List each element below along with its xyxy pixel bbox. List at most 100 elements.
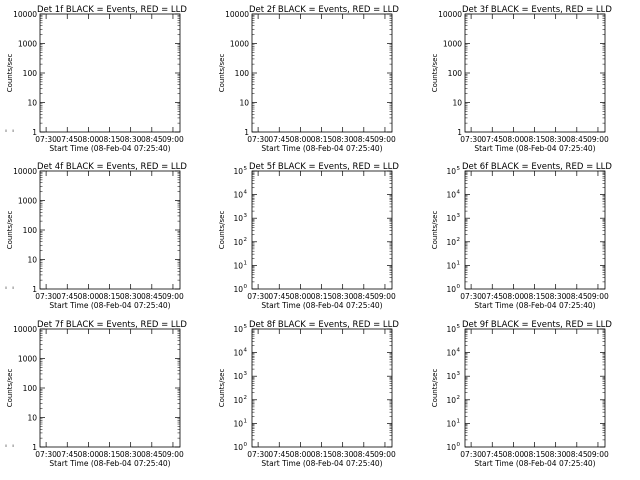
- plot-frame: [464, 328, 606, 448]
- y-tick-label: 100: [448, 69, 463, 78]
- y-tick-label: 1: [244, 128, 249, 137]
- chart-title: Det 1f BLACK = Events, RED = LLD: [37, 5, 187, 15]
- y-tick-exponent: 5: [244, 324, 248, 330]
- x-tick-label: 08:00: [78, 135, 100, 144]
- detector-panel: Det 2f BLACK = Events, RED = LLD 1 10 100 10…: [218, 5, 399, 153]
- y-tick-label: 1: [457, 128, 462, 137]
- y-axis-label: Counts/sec: [218, 54, 226, 93]
- chart-title: Det 4f BLACK = Events, RED = LLD: [37, 162, 187, 172]
- y-tick-exponent: 2: [244, 395, 248, 401]
- x-tick-label: 08:30: [545, 292, 567, 301]
- x-tick-label: 07:45: [56, 135, 78, 144]
- x-tick-label: 08:00: [290, 292, 312, 301]
- x-tick-label: 07:45: [481, 450, 503, 459]
- y-tick-label: 10: [233, 325, 243, 334]
- y-tick-label: 1: [32, 285, 37, 294]
- x-tick-label: 08:15: [311, 292, 333, 301]
- x-tick-label: 09:00: [374, 450, 396, 459]
- y-tick-label: 10: [446, 167, 456, 176]
- y-tick-label: 10: [233, 396, 243, 405]
- y-tick-exponent: 1: [244, 418, 248, 424]
- y-tick-exponent: 3: [457, 213, 461, 219]
- y-tick-exponent: 2: [244, 237, 248, 243]
- y-tick-label: 1: [32, 128, 37, 137]
- y-tick-label: 10: [452, 99, 462, 108]
- y-tick-exponent: 4: [244, 348, 248, 354]
- y-tick-label: 10: [27, 414, 37, 423]
- x-tick-label: 07:45: [268, 292, 290, 301]
- y-tick-label: 10: [446, 372, 456, 381]
- x-tick-label: 07:45: [268, 135, 290, 144]
- y-tick-label: 10: [446, 191, 456, 200]
- y-tick-label: 10000: [13, 10, 37, 19]
- detector-panel: Det 7f BLACK = Events, RED = LLD 1 10 100 10…: [6, 320, 187, 468]
- x-tick-label: 08:15: [311, 450, 333, 459]
- x-tick-label: 07:30: [247, 135, 269, 144]
- y-axis-label: Counts/sec: [431, 54, 439, 93]
- x-tick-label: 07:30: [35, 450, 57, 459]
- x-axis-label: Start Time (08-Feb-04 07:25:40): [261, 459, 382, 468]
- y-tick-exponent: 3: [244, 213, 248, 219]
- x-axis-label: Start Time (08-Feb-04 07:25:40): [49, 301, 170, 310]
- y-tick-exponent: 0: [457, 442, 461, 448]
- x-tick-label: 08:45: [353, 135, 375, 144]
- y-tick-label: 10: [446, 396, 456, 405]
- x-axis-label: Start Time (08-Feb-04 07:25:40): [49, 144, 170, 153]
- x-tick-label: 07:30: [247, 450, 269, 459]
- y-axis-label: Counts/sec: [6, 211, 14, 250]
- x-tick-label: 08:15: [99, 292, 121, 301]
- x-tick-label: 09:00: [587, 135, 609, 144]
- plot-frame: [251, 328, 393, 448]
- y-tick-label: 10: [446, 261, 456, 270]
- chart-title: Det 6f BLACK = Events, RED = LLD: [462, 162, 612, 172]
- x-tick-label: 07:45: [268, 450, 290, 459]
- x-tick-label: 08:45: [141, 135, 163, 144]
- detector-panel: Det 1f BLACK = Events, RED = LLD 1 10 100 10…: [6, 5, 187, 153]
- x-tick-label: 09:00: [587, 292, 609, 301]
- x-axis-label: Start Time (08-Feb-04 07:25:40): [474, 144, 595, 153]
- y-tick-exponent: 0: [244, 442, 248, 448]
- x-tick-label: 08:15: [99, 450, 121, 459]
- x-tick-label: 08:30: [120, 135, 142, 144]
- x-tick-label: 08:30: [332, 292, 354, 301]
- y-tick-label: 10: [27, 256, 37, 265]
- y-tick-exponent: 4: [457, 348, 461, 354]
- y-tick-label: 10: [233, 419, 243, 428]
- y-tick-label: 10: [233, 191, 243, 200]
- detector-panel: Det 4f BLACK = Events, RED = LLD 1 10 100 10…: [6, 162, 187, 310]
- x-tick-label: 09:00: [374, 292, 396, 301]
- y-tick-exponent: 4: [457, 190, 461, 196]
- x-tick-label: 07:45: [481, 135, 503, 144]
- y-tick-exponent: 3: [457, 371, 461, 377]
- y-tick-exponent: 5: [457, 166, 461, 172]
- x-tick-label: 08:15: [524, 292, 546, 301]
- x-axis-label: Start Time (08-Feb-04 07:25:40): [261, 144, 382, 153]
- chart-title: Det 2f BLACK = Events, RED = LLD: [249, 5, 399, 15]
- plot-frame: [464, 170, 606, 290]
- y-tick-label: 1000: [443, 40, 462, 49]
- chart-title: Det 9f BLACK = Events, RED = LLD: [462, 320, 612, 330]
- y-tick-exponent: 1: [457, 260, 461, 266]
- x-tick-label: 08:00: [503, 292, 525, 301]
- x-tick-label: 08:30: [332, 135, 354, 144]
- y-axis-label: Counts/sec: [218, 211, 226, 250]
- x-tick-label: 07:30: [35, 135, 57, 144]
- y-tick-label: 10: [233, 349, 243, 358]
- x-tick-label: 08:00: [78, 450, 100, 459]
- y-tick-exponent: 5: [244, 166, 248, 172]
- x-tick-label: 07:45: [481, 292, 503, 301]
- y-tick-label: 10: [233, 238, 243, 247]
- x-tick-label: 08:45: [566, 135, 588, 144]
- x-tick-label: 08:15: [524, 135, 546, 144]
- x-tick-label: 08:15: [524, 450, 546, 459]
- y-tick-label: 10: [233, 167, 243, 176]
- x-tick-label: 09:00: [162, 135, 184, 144]
- y-tick-exponent: 5: [457, 324, 461, 330]
- y-tick-exponent: 4: [244, 190, 248, 196]
- x-tick-label: 09:00: [162, 292, 184, 301]
- x-tick-label: 09:00: [374, 135, 396, 144]
- x-tick-label: 07:30: [460, 135, 482, 144]
